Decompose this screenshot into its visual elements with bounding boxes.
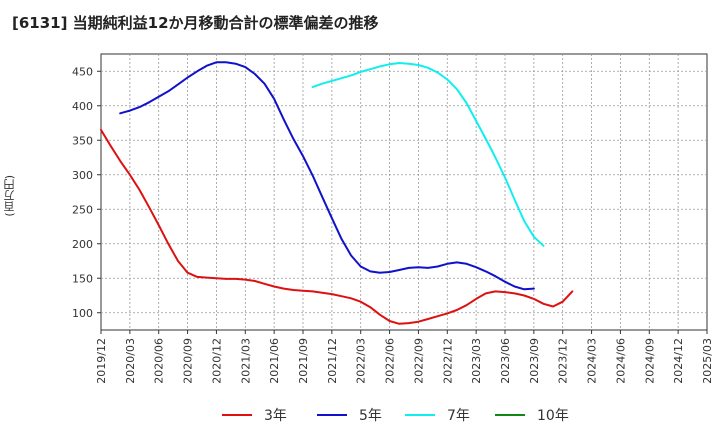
- y-tick-label: 200: [72, 238, 93, 251]
- y-tick-label: 100: [72, 307, 93, 320]
- x-tick-label: 2023/09: [528, 338, 541, 384]
- series-line-7年: [311, 62, 545, 247]
- x-tick-label: 2020/09: [182, 338, 195, 384]
- legend-label: 7年: [447, 408, 470, 424]
- x-tick-label: 2022/06: [384, 338, 397, 384]
- series-lines: [100, 61, 574, 325]
- grid-lines: [101, 54, 707, 330]
- legend-label: 5年: [359, 408, 382, 424]
- x-tick-label: 2020/12: [210, 338, 223, 384]
- plot-area: [100, 53, 708, 331]
- x-tick-label: 2023/06: [499, 338, 512, 384]
- x-tick-label: 2024/09: [643, 338, 656, 384]
- legend-label: 3年: [264, 408, 287, 424]
- x-tick-label: 2023/03: [470, 338, 483, 384]
- x-tick-label: 2023/12: [557, 338, 570, 384]
- x-tick-label: 2021/09: [297, 338, 310, 384]
- x-tick-label: 2022/03: [355, 338, 368, 384]
- x-tick-label: 2022/09: [412, 338, 425, 384]
- x-axis-ticks: 2019/12 2020/03 2020/06 2020/09 2020/12 2021/…: [95, 330, 714, 384]
- y-tick-label: 450: [72, 65, 93, 78]
- x-tick-label: 2024/03: [586, 338, 599, 384]
- y-tick-label: 150: [72, 272, 93, 285]
- x-tick-label: 2024/12: [672, 338, 685, 384]
- y-axis-ticks: 100 150 200 250 300 350 400 450: [72, 65, 101, 320]
- x-tick-label: 2025/03: [701, 338, 714, 384]
- legend-label: 10年: [537, 408, 569, 424]
- x-tick-label: 2022/12: [441, 338, 454, 384]
- x-tick-label: 2021/03: [239, 338, 252, 384]
- x-tick-label: 2021/06: [268, 338, 281, 384]
- x-tick-label: 2020/03: [124, 338, 137, 384]
- y-tick-label: 300: [72, 169, 93, 182]
- y-tick-label: 400: [72, 100, 93, 113]
- legend: 3年 5年 7年 10年: [222, 408, 569, 424]
- series-line-5年: [119, 61, 535, 291]
- x-tick-label: 2019/12: [95, 338, 108, 384]
- chart-title: [6131] 当期純利益12か月移動合計の標準偏差の推移: [12, 14, 379, 32]
- series-line-3年: [100, 128, 574, 325]
- y-tick-label: 350: [72, 134, 93, 147]
- x-tick-label: 2020/06: [153, 338, 166, 384]
- x-tick-label: 2021/12: [326, 338, 339, 384]
- x-tick-label: 2024/06: [614, 338, 627, 384]
- y-tick-label: 250: [72, 203, 93, 216]
